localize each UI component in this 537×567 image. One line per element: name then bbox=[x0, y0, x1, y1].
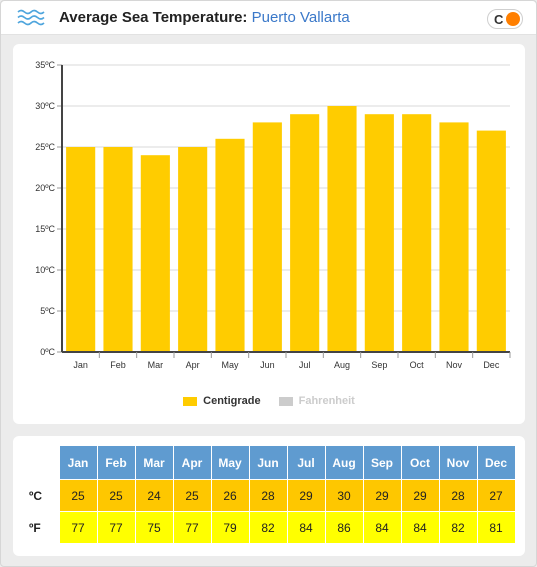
legend-centigrade[interactable]: Centigrade bbox=[183, 391, 261, 411]
x-tick-label: Sep bbox=[371, 360, 387, 370]
table-month-header: Oct bbox=[400, 445, 440, 480]
legend-centigrade-swatch bbox=[183, 396, 198, 406]
fahrenheit-cell: 82 bbox=[248, 511, 288, 544]
page-title: Average Sea Temperature: Puerto Vallarta bbox=[59, 9, 350, 26]
fahrenheit-row: ºF 77 77 75 77 79 82 84 86 84 84 82 81 bbox=[13, 511, 516, 544]
legend-fahrenheit-label: Fahrenheit bbox=[298, 395, 355, 407]
celsius-cell: 30 bbox=[324, 479, 364, 512]
table-month-header: Apr bbox=[172, 445, 212, 480]
unit-toggle[interactable]: C bbox=[487, 9, 523, 29]
table-month-header: Nov bbox=[438, 445, 478, 480]
celsius-cell: 29 bbox=[362, 479, 402, 512]
celsius-cell: 24 bbox=[134, 479, 174, 512]
y-tick-label: 5ºC bbox=[40, 306, 55, 316]
chart-legend: Centigrade Fahrenheit bbox=[13, 391, 525, 411]
y-tick-label: 20ºC bbox=[35, 183, 55, 193]
table-month-header: Feb bbox=[96, 445, 136, 480]
fahrenheit-cell: 84 bbox=[400, 511, 440, 544]
bar-oct[interactable] bbox=[402, 114, 432, 352]
celsius-cell: 25 bbox=[58, 479, 98, 512]
fahrenheit-cell: 77 bbox=[96, 511, 136, 544]
fahrenheit-cell: 82 bbox=[438, 511, 478, 544]
x-tick-label: Oct bbox=[410, 360, 425, 370]
bar-feb[interactable] bbox=[103, 147, 133, 352]
fahrenheit-cell: 79 bbox=[210, 511, 250, 544]
chart-panel: 0ºC 5ºC 10ºC 15ºC 20ºC 25ºC 30ºC 35ºC Jan Feb Mar A… bbox=[13, 44, 525, 424]
bar-apr[interactable] bbox=[178, 147, 208, 352]
header: Average Sea Temperature: Puerto Vallarta… bbox=[1, 1, 536, 35]
y-tick-label: 35ºC bbox=[35, 60, 55, 70]
celsius-cell: 27 bbox=[476, 479, 516, 512]
celsius-cell: 29 bbox=[400, 479, 440, 512]
bar-may[interactable] bbox=[215, 138, 245, 352]
bar-jan[interactable] bbox=[66, 147, 96, 352]
celsius-cell: 28 bbox=[248, 479, 288, 512]
location-name: Puerto Vallarta bbox=[251, 9, 350, 26]
celsius-cell: 25 bbox=[172, 479, 212, 512]
legend-fahrenheit[interactable]: Fahrenheit bbox=[278, 391, 355, 411]
table-month-header: Dec bbox=[476, 445, 516, 480]
bar-aug[interactable] bbox=[327, 106, 357, 352]
x-tick-label: Jun bbox=[260, 360, 275, 370]
table-month-header: May bbox=[210, 445, 250, 480]
table-month-header: Aug bbox=[324, 445, 364, 480]
x-tick-label: Jul bbox=[299, 360, 311, 370]
waves-icon bbox=[17, 9, 45, 26]
bar-chart: 0ºC 5ºC 10ºC 15ºC 20ºC 25ºC 30ºC 35ºC Jan Feb Mar A… bbox=[35, 60, 511, 370]
table-panel: Jan Feb Mar Apr May Jun Jul Aug Sep Oct Nov Dec ºC … bbox=[13, 436, 525, 556]
temperature-table: Jan Feb Mar Apr May Jun Jul Aug Sep Oct Nov Dec ºC … bbox=[13, 445, 516, 544]
table-month-header: Jun bbox=[248, 445, 288, 480]
unit-toggle-label: C bbox=[494, 12, 504, 27]
y-tick-label: 15ºC bbox=[35, 224, 55, 234]
table-month-header: Jul bbox=[286, 445, 326, 480]
y-tick-label: 25ºC bbox=[35, 142, 55, 152]
table-header-row: Jan Feb Mar Apr May Jun Jul Aug Sep Oct Nov Dec bbox=[13, 445, 516, 480]
table-corner bbox=[13, 445, 59, 480]
bar-nov[interactable] bbox=[439, 122, 469, 353]
bar-dec[interactable] bbox=[476, 130, 506, 352]
fahrenheit-cell: 86 bbox=[324, 511, 364, 544]
toggle-knob bbox=[506, 12, 520, 26]
legend-centigrade-label: Centigrade bbox=[203, 395, 261, 407]
celsius-cell: 28 bbox=[438, 479, 478, 512]
celsius-cell: 29 bbox=[286, 479, 326, 512]
fahrenheit-cell: 84 bbox=[286, 511, 326, 544]
fahrenheit-cell: 77 bbox=[58, 511, 98, 544]
fahrenheit-row-label: ºF bbox=[13, 511, 59, 544]
fahrenheit-cell: 75 bbox=[134, 511, 174, 544]
celsius-row: ºC 25 25 24 25 26 28 29 30 29 29 28 27 bbox=[13, 479, 516, 512]
bar-jul[interactable] bbox=[290, 114, 320, 352]
x-tick-label: Jan bbox=[73, 360, 88, 370]
celsius-row-label: ºC bbox=[13, 479, 59, 512]
y-tick-label: 10ºC bbox=[35, 265, 55, 275]
celsius-cell: 26 bbox=[210, 479, 250, 512]
table-month-header: Jan bbox=[58, 445, 98, 480]
table-month-header: Sep bbox=[362, 445, 402, 480]
x-tick-label: Mar bbox=[148, 360, 164, 370]
bar-sep[interactable] bbox=[364, 114, 394, 352]
title-text: Average Sea Temperature: bbox=[59, 9, 248, 26]
x-tick-label: Apr bbox=[186, 360, 200, 370]
x-tick-label: Nov bbox=[446, 360, 463, 370]
fahrenheit-cell: 84 bbox=[362, 511, 402, 544]
fahrenheit-cell: 81 bbox=[476, 511, 516, 544]
legend-fahrenheit-swatch bbox=[278, 396, 293, 406]
fahrenheit-cell: 77 bbox=[172, 511, 212, 544]
bar-mar[interactable] bbox=[140, 155, 170, 352]
y-tick-label: 30ºC bbox=[35, 101, 55, 111]
x-tick-label: Aug bbox=[334, 360, 350, 370]
y-tick-label: 0ºC bbox=[40, 347, 55, 357]
bar-jun[interactable] bbox=[252, 122, 282, 353]
x-tick-label: Dec bbox=[483, 360, 500, 370]
x-tick-label: May bbox=[221, 360, 239, 370]
celsius-cell: 25 bbox=[96, 479, 136, 512]
x-tick-label: Feb bbox=[110, 360, 126, 370]
table-month-header: Mar bbox=[134, 445, 174, 480]
